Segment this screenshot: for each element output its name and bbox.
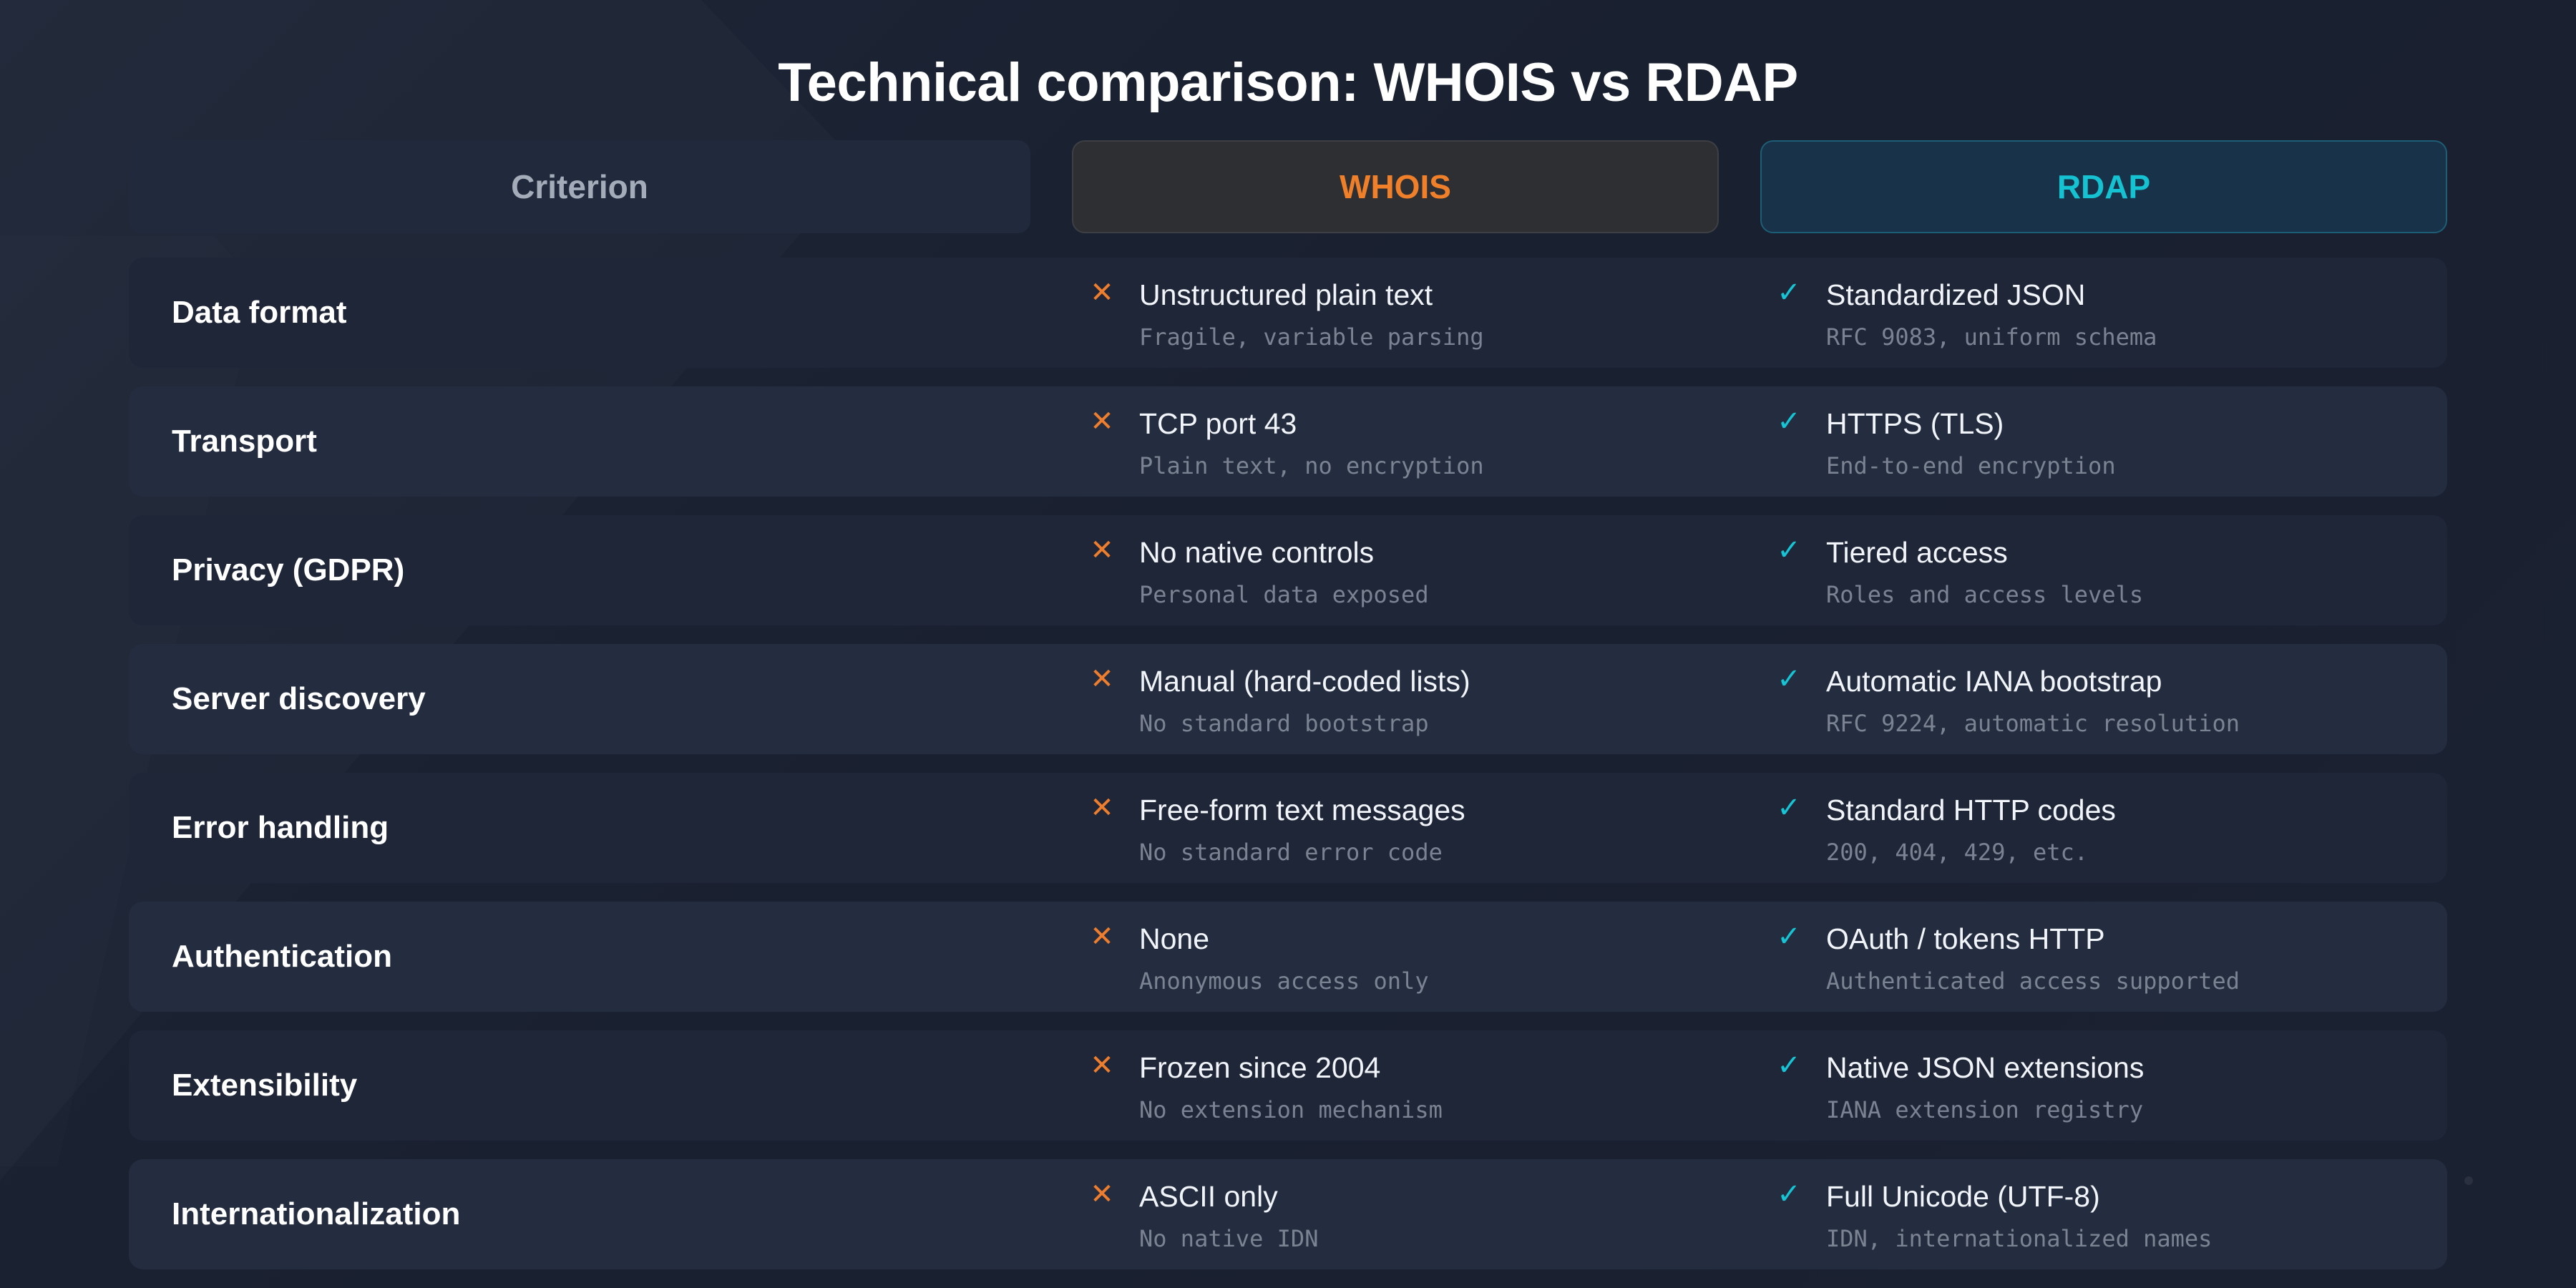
whois-detail: No standard bootstrap <box>1139 710 1429 737</box>
whois-value: None <box>1139 922 1210 955</box>
rdap-value: Automatic IANA bootstrap <box>1826 665 2162 698</box>
rdap-cell: ✓ Tiered access Roles and access levels <box>1777 535 2144 608</box>
check-icon: ✓ <box>1777 1179 1801 1210</box>
header-rdap: RDAP <box>1760 140 2447 233</box>
rdap-detail: End-to-end encryption <box>1826 452 2116 479</box>
rdap-cell: ✓ Full Unicode (UTF-8) IDN, internationa… <box>1777 1179 2212 1252</box>
rdap-cell: ✓ Native JSON extensions IANA extension … <box>1777 1050 2145 1123</box>
whois-cell: ✕ Manual (hard-coded lists) No standard … <box>1090 663 1470 737</box>
cross-icon: ✕ <box>1090 792 1114 824</box>
whois-cell: ✕ No native controls Personal data expos… <box>1090 535 1429 608</box>
whois-detail: Personal data exposed <box>1139 581 1429 608</box>
criterion-label: Error handling <box>172 810 389 845</box>
rdap-value: Full Unicode (UTF-8) <box>1826 1180 2100 1213</box>
rdap-value: OAuth / tokens HTTP <box>1826 922 2105 955</box>
rdap-value: HTTPS (TLS) <box>1826 407 2004 440</box>
whois-value: TCP port 43 <box>1139 407 1297 440</box>
rdap-cell: ✓ HTTPS (TLS) End-to-end encryption <box>1777 406 2116 479</box>
check-icon: ✓ <box>1777 663 1801 695</box>
table-row: Internationalization ✕ ASCII only No nat… <box>129 1159 2447 1269</box>
whois-value: No native controls <box>1139 536 1375 569</box>
whois-cell: ✕ Free-form text messages No standard er… <box>1090 792 1465 866</box>
rdap-cell: ✓ Automatic IANA bootstrap RFC 9224, aut… <box>1777 663 2240 737</box>
whois-detail: Fragile, variable parsing <box>1139 323 1484 351</box>
rdap-detail: Authenticated access supported <box>1826 967 2240 995</box>
criterion-label: Server discovery <box>172 681 426 716</box>
rdap-value: Tiered access <box>1826 536 2008 569</box>
header-criterion: Criterion <box>129 140 1030 233</box>
page-title: Technical comparison: WHOIS vs RDAP <box>778 52 1798 113</box>
check-icon: ✓ <box>1777 406 1801 437</box>
background-dot <box>2464 1176 2473 1185</box>
table-row: Server discovery ✕ Manual (hard-coded li… <box>129 644 2447 754</box>
whois-detail: Plain text, no encryption <box>1139 452 1484 479</box>
whois-cell: ✕ TCP port 43 Plain text, no encryption <box>1090 406 1484 479</box>
whois-cell: ✕ Frozen since 2004 No extension mechani… <box>1090 1050 1443 1123</box>
whois-cell: ✕ None Anonymous access only <box>1090 921 1429 995</box>
check-icon: ✓ <box>1777 792 1801 824</box>
criterion-label: Transport <box>172 424 317 459</box>
whois-value: ASCII only <box>1139 1180 1278 1213</box>
rdap-value: Native JSON extensions <box>1826 1051 2145 1084</box>
table-header: Criterion WHOIS RDAP <box>129 140 2447 236</box>
rdap-cell: ✓ Standard HTTP codes 200, 404, 429, etc… <box>1777 792 2116 866</box>
cross-icon: ✕ <box>1090 535 1114 566</box>
whois-value: Manual (hard-coded lists) <box>1139 665 1470 698</box>
criterion-label: Privacy (GDPR) <box>172 552 405 587</box>
whois-detail: No native IDN <box>1139 1225 1319 1252</box>
table-row: Authentication ✕ None Anonymous access o… <box>129 902 2447 1012</box>
criterion-label: Authentication <box>172 939 392 974</box>
whois-value: Frozen since 2004 <box>1139 1051 1381 1084</box>
rdap-detail: IANA extension registry <box>1826 1096 2144 1123</box>
table-row: Data format ✕ Unstructured plain text Fr… <box>129 258 2447 368</box>
whois-cell: ✕ ASCII only No native IDN <box>1090 1179 1319 1252</box>
rdap-detail: Roles and access levels <box>1826 581 2144 608</box>
rdap-detail: IDN, internationalized names <box>1826 1225 2212 1252</box>
criterion-label: Internationalization <box>172 1196 461 1231</box>
table-row: Privacy (GDPR) ✕ No native controls Pers… <box>129 515 2447 625</box>
rdap-value: Standardized JSON <box>1826 278 2086 311</box>
rdap-detail: 200, 404, 429, etc. <box>1826 839 2089 866</box>
cross-icon: ✕ <box>1090 1179 1114 1210</box>
rdap-detail: RFC 9083, uniform schema <box>1826 323 2157 351</box>
cross-icon: ✕ <box>1090 663 1114 695</box>
rdap-cell: ✓ OAuth / tokens HTTP Authenticated acce… <box>1777 921 2240 995</box>
rdap-cell: ✓ Standardized JSON RFC 9083, uniform sc… <box>1777 277 2157 351</box>
check-icon: ✓ <box>1777 1050 1801 1081</box>
whois-detail: No standard error code <box>1139 839 1443 866</box>
check-icon: ✓ <box>1777 535 1801 566</box>
cross-icon: ✕ <box>1090 406 1114 437</box>
rdap-value: Standard HTTP codes <box>1826 794 2116 826</box>
check-icon: ✓ <box>1777 277 1801 308</box>
cross-icon: ✕ <box>1090 921 1114 952</box>
header-whois: WHOIS <box>1072 140 1719 233</box>
table-row: Transport ✕ TCP port 43 Plain text, no e… <box>129 386 2447 497</box>
criterion-label: Data format <box>172 295 347 330</box>
whois-value: Free-form text messages <box>1139 794 1465 826</box>
rdap-detail: RFC 9224, automatic resolution <box>1826 710 2240 737</box>
check-icon: ✓ <box>1777 921 1801 952</box>
cross-icon: ✕ <box>1090 277 1114 308</box>
whois-detail: Anonymous access only <box>1139 967 1429 995</box>
cross-icon: ✕ <box>1090 1050 1114 1081</box>
table-row: Extensibility ✕ Frozen since 2004 No ext… <box>129 1030 2447 1141</box>
whois-cell: ✕ Unstructured plain text Fragile, varia… <box>1090 277 1484 351</box>
whois-detail: No extension mechanism <box>1139 1096 1443 1123</box>
table-row: Error handling ✕ Free-form text messages… <box>129 773 2447 883</box>
criterion-label: Extensibility <box>172 1068 358 1103</box>
whois-value: Unstructured plain text <box>1139 278 1433 311</box>
